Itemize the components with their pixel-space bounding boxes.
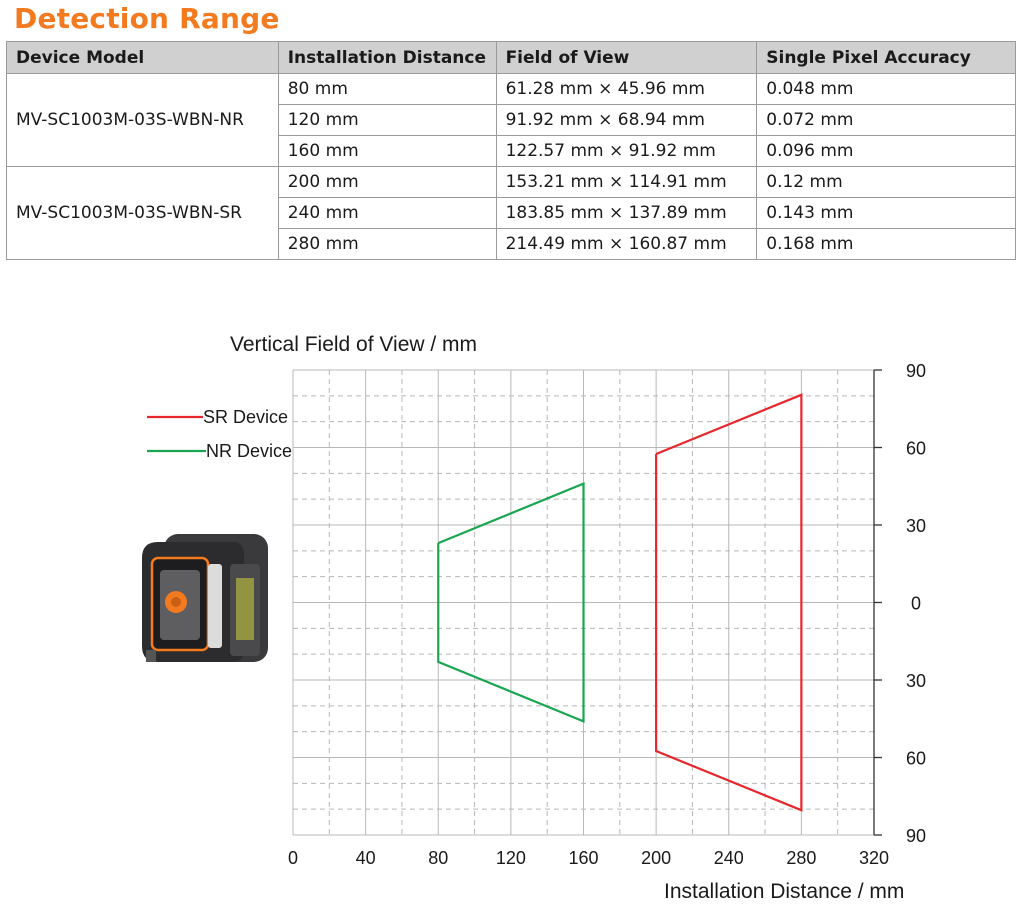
accuracy-cell: 0.12 mm	[756, 166, 1016, 198]
fov-cell: 122.57 mm × 91.92 mm	[495, 135, 758, 167]
x-tick-label: 200	[641, 848, 671, 868]
table-header-row: Device Model Installation Distance Field…	[6, 41, 1016, 74]
y-tick-label: 30	[906, 671, 926, 691]
y-axis-title: Vertical Field of View / mm	[230, 333, 477, 356]
x-tick-label: 80	[428, 848, 448, 868]
device-model-cell: MV-SC1003M-03S-WBN-SR	[6, 166, 279, 260]
fov-cell: 61.28 mm × 45.96 mm	[495, 73, 758, 105]
table-row: MV-SC1003M-03S-WBN-NR 80 mm 61.28 mm × 4…	[6, 73, 1016, 167]
accuracy-cell: 0.143 mm	[756, 197, 1016, 229]
chart-series	[437, 393, 803, 812]
distance-cell: 120 mm	[277, 104, 497, 136]
distance-cell: 160 mm	[277, 135, 497, 167]
table-row: 160 mm 122.57 mm × 91.92 mm 0.096 mm	[7, 135, 1016, 167]
smart-camera-image	[142, 534, 268, 662]
x-tick-label: 320	[859, 848, 889, 868]
fov-cell: 214.49 mm × 160.87 mm	[495, 228, 758, 260]
y-tick-label: 30	[906, 516, 926, 536]
table-row: 280 mm 214.49 mm × 160.87 mm 0.168 mm	[7, 228, 1016, 260]
fov-cell: 183.85 mm × 137.89 mm	[495, 197, 758, 229]
header-single-pixel-accuracy: Single Pixel Accuracy	[756, 41, 1016, 74]
header-field-of-view: Field of View	[495, 41, 758, 74]
page-title: Detection Range	[14, 2, 280, 35]
y-tick-label: 90	[906, 826, 926, 846]
distance-cell: 200 mm	[277, 166, 497, 198]
chart-legend: SR Device NR Device	[147, 407, 292, 461]
accuracy-cell: 0.048 mm	[756, 73, 1016, 105]
y-tick-label: 60	[906, 439, 926, 459]
y-tick-label: 60	[906, 749, 926, 769]
table-row: MV-SC1003M-03S-WBN-SR 200 mm 153.21 mm ×…	[6, 166, 1016, 260]
y-tick-label: 0	[911, 594, 921, 614]
y-tick-label: 90	[906, 361, 926, 381]
x-axis: 0 40 80 120 160 200 240 280 320	[288, 848, 889, 868]
x-tick-label: 40	[356, 848, 376, 868]
distance-cell: 280 mm	[277, 228, 497, 260]
series-line-nr-device	[437, 482, 585, 723]
x-tick-label: 280	[786, 848, 816, 868]
y-axis: 90 60 30 0 30 60 90	[873, 361, 926, 846]
accuracy-cell: 0.168 mm	[756, 228, 1016, 260]
spec-table: Device Model Installation Distance Field…	[6, 41, 1016, 260]
legend-label: SR Device	[203, 407, 288, 427]
x-tick-label: 240	[714, 848, 744, 868]
accuracy-cell: 0.072 mm	[756, 104, 1016, 136]
x-axis-title: Installation Distance / mm	[664, 880, 904, 903]
legend-label: NR Device	[206, 441, 292, 461]
detection-range-chart: 90 60 30 0 30 60 90 0 40 80 120 160 200 240 280 320 SR…	[147, 333, 926, 903]
table-row: 120 mm 91.92 mm × 68.94 mm 0.072 mm	[7, 104, 1016, 136]
device-model-cell: MV-SC1003M-03S-WBN-NR	[6, 73, 279, 167]
x-tick-label: 160	[568, 848, 598, 868]
fov-cell: 153.21 mm × 114.91 mm	[495, 166, 758, 198]
table-row: 240 mm 183.85 mm × 137.89 mm 0.143 mm	[7, 197, 1016, 229]
x-tick-label: 120	[496, 848, 526, 868]
header-installation-distance: Installation Distance	[277, 41, 497, 74]
fov-cell: 91.92 mm × 68.94 mm	[495, 104, 758, 136]
accuracy-cell: 0.096 mm	[756, 135, 1016, 167]
series-line-sr-device	[655, 393, 803, 812]
distance-cell: 240 mm	[277, 197, 497, 229]
distance-cell: 80 mm	[277, 73, 497, 105]
x-tick-label: 0	[288, 848, 298, 868]
header-device-model: Device Model	[6, 41, 279, 74]
